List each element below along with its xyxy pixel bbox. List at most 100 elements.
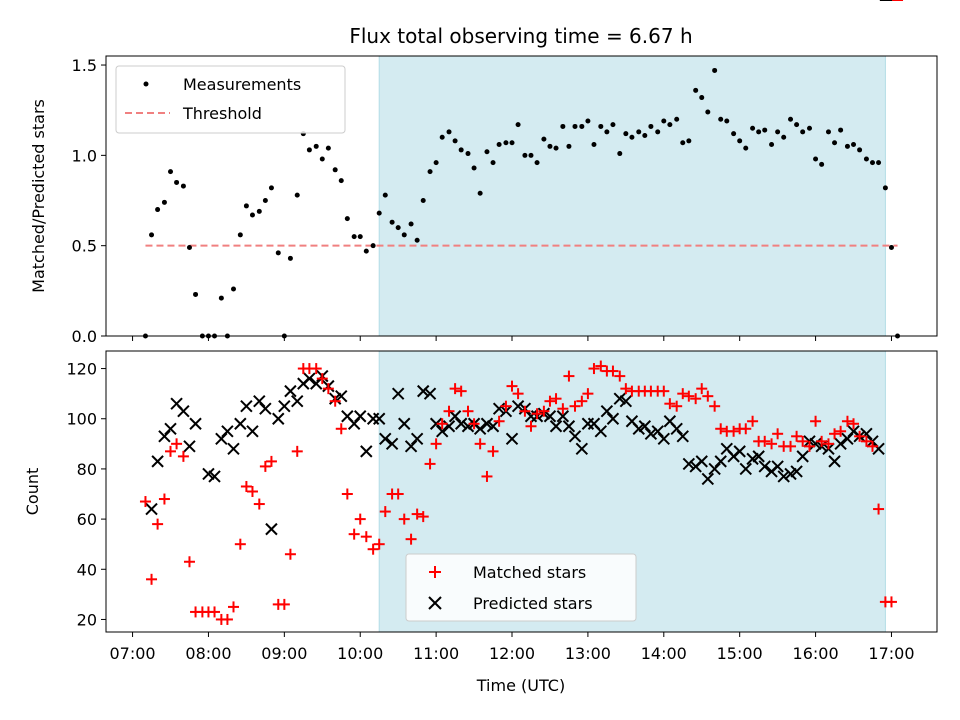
measurement-point	[718, 116, 724, 122]
predicted-star-marker	[391, 387, 405, 400]
measurement-point	[642, 132, 648, 138]
matched-star-marker	[538, 405, 550, 417]
y-tick-label: 40	[77, 560, 97, 579]
measurement-point	[534, 160, 540, 166]
measurement-point	[268, 185, 274, 191]
matched-star-marker	[822, 438, 834, 450]
measurement-point	[838, 127, 844, 133]
predicted-star-marker	[372, 412, 386, 425]
top-legend-box	[115, 65, 346, 134]
matched-star-marker	[481, 470, 493, 482]
predicted-star-marker	[423, 387, 437, 400]
matched-star-marker	[804, 440, 816, 452]
predicted-star-marker	[568, 430, 582, 443]
measurement-point	[667, 122, 673, 128]
measurement-point	[155, 207, 161, 213]
matched-star-marker	[354, 513, 366, 525]
predicted-star-marker	[556, 410, 570, 423]
predicted-star-marker	[366, 412, 380, 425]
measurement-point	[655, 129, 661, 135]
predicted-star-marker	[644, 427, 658, 441]
measurement-point	[680, 140, 686, 146]
matched-star-marker	[253, 498, 265, 510]
predicted-star-marker	[158, 430, 171, 443]
matched-star-marker	[284, 548, 296, 560]
matched-star-marker	[329, 395, 341, 407]
measurement-point	[427, 169, 433, 175]
measurement-point	[471, 165, 477, 171]
measurement-point	[636, 129, 642, 135]
bottom-y-ticks: 20 40 60 80 100 120	[66, 360, 106, 629]
predicted-star-marker	[164, 422, 177, 435]
measurement-point	[813, 156, 819, 162]
observing-window-shade-top	[378, 55, 886, 337]
matched-star-marker	[392, 488, 404, 500]
measurement-point	[414, 237, 420, 243]
bottom-legend: Matched stars Predicted stars	[405, 553, 637, 622]
predicted-star-marker	[385, 437, 399, 451]
measurement-point	[832, 140, 838, 146]
measurement-point	[490, 160, 496, 166]
measurement-point	[553, 145, 559, 151]
predicted-star-marker	[221, 425, 234, 438]
matched-star-marker	[683, 390, 695, 402]
matched-star-marker	[557, 403, 569, 415]
predicted-star-marker	[575, 442, 589, 456]
predicted-star-marker	[739, 462, 752, 476]
matched-star-marker	[373, 538, 385, 550]
matched-star-marker	[348, 528, 360, 540]
measurement-point	[674, 116, 680, 122]
measurement-point	[743, 145, 749, 151]
measurement-point	[648, 123, 654, 129]
predicted-star-marker	[860, 427, 873, 441]
measurement-point	[737, 138, 743, 144]
predicted-star-marker	[410, 432, 424, 446]
measurement-point	[857, 147, 863, 153]
x-tick-label: 16:00	[793, 644, 839, 663]
matched-star-marker	[398, 513, 410, 525]
matched-star-marker	[709, 400, 721, 412]
x-tick-label: 12:00	[489, 644, 535, 663]
matched-star-marker	[139, 496, 151, 508]
predicted-star-marker	[771, 460, 784, 473]
predicted-star-marker	[442, 420, 456, 433]
measurement-point	[800, 129, 806, 135]
predicted-star-marker	[234, 417, 247, 430]
predicted-star-marker	[429, 417, 443, 430]
matched-star-marker	[835, 425, 847, 437]
matched-star-marker	[278, 598, 290, 610]
measurement-point	[598, 123, 604, 129]
measurement-point	[180, 183, 186, 189]
matched-star-marker	[766, 438, 778, 450]
predicted-star-marker	[594, 425, 608, 438]
matched-star-marker	[595, 360, 607, 372]
matched-star-marker	[462, 405, 474, 417]
matched-star-marker	[544, 395, 556, 407]
measurement-point	[876, 160, 882, 166]
matched-star-marker	[221, 613, 233, 625]
matched-star-marker	[152, 518, 164, 530]
predicted-star-marker	[733, 445, 746, 458]
top-panel: 0.0 0.5 1.0 1.5 Matched/Predicted stars Mea…	[29, 55, 938, 346]
measurement-point	[446, 129, 452, 135]
measurement-point	[313, 143, 319, 149]
measurement-point	[351, 234, 357, 240]
predicted-star-marker	[272, 412, 285, 425]
measurement-point	[604, 129, 610, 135]
predicted-star-marker	[708, 462, 721, 476]
matched-star-marker	[860, 435, 872, 447]
predicted-star-marker	[549, 420, 563, 433]
predicted-star-marker	[454, 417, 468, 430]
matched-star-marker	[316, 373, 328, 385]
predicted-star-marker	[790, 465, 803, 478]
predicted-star-marker	[562, 420, 576, 433]
measurement-point	[566, 143, 572, 149]
measurement-point	[243, 203, 249, 209]
legend-threshold-label: Threshold	[182, 104, 262, 123]
measurement-point	[332, 167, 338, 173]
legend-matched-marker	[429, 566, 441, 578]
matched-star-marker	[854, 430, 866, 442]
matched-star-markers	[139, 0, 904, 625]
predicted-star-marker	[145, 502, 158, 516]
measurement-point	[579, 123, 585, 129]
